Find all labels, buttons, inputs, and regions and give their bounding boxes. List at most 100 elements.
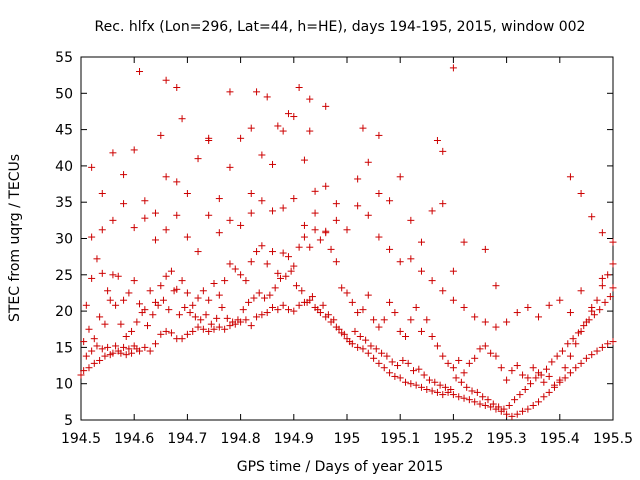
- data-point: [237, 271, 245, 279]
- data-point: [290, 307, 298, 315]
- data-point: [396, 327, 404, 335]
- data-point: [194, 294, 202, 302]
- data-point: [407, 380, 415, 388]
- data-point: [481, 318, 489, 326]
- data-point: [237, 221, 245, 229]
- data-point: [375, 233, 383, 241]
- data-point: [120, 343, 128, 351]
- data-point: [364, 158, 372, 166]
- data-point: [237, 134, 245, 142]
- data-point: [226, 322, 234, 330]
- data-point: [399, 356, 407, 364]
- data-point: [101, 352, 109, 360]
- data-point: [247, 124, 255, 132]
- data-point: [120, 171, 128, 179]
- data-point: [128, 349, 136, 357]
- y-tick-label: 50: [55, 86, 73, 102]
- data-point: [215, 291, 223, 299]
- data-point: [359, 124, 367, 132]
- data-point: [258, 197, 266, 205]
- data-point: [96, 356, 104, 364]
- data-point: [471, 398, 479, 406]
- data-point: [261, 294, 269, 302]
- data-point: [300, 221, 308, 229]
- data-point: [162, 226, 170, 234]
- data-point: [141, 214, 149, 222]
- data-point: [566, 173, 574, 181]
- data-point: [242, 277, 250, 285]
- data-point: [247, 189, 255, 197]
- data-point: [197, 316, 205, 324]
- data-point: [109, 349, 117, 357]
- data-point: [284, 306, 292, 314]
- data-point: [229, 318, 237, 326]
- data-point: [311, 187, 319, 195]
- data-point: [420, 371, 428, 379]
- data-point: [423, 316, 431, 324]
- data-point: [269, 248, 277, 256]
- data-point: [194, 155, 202, 163]
- data-point: [253, 248, 261, 256]
- data-point: [141, 306, 149, 314]
- data-point: [98, 269, 106, 277]
- data-point: [598, 274, 606, 282]
- data-point: [508, 367, 516, 375]
- data-point: [324, 311, 332, 319]
- data-point: [183, 330, 191, 338]
- data-point: [367, 342, 375, 350]
- data-point: [295, 83, 303, 91]
- data-point: [226, 163, 234, 171]
- data-point: [88, 163, 96, 171]
- data-point: [146, 287, 154, 295]
- data-point: [439, 391, 447, 399]
- data-point: [609, 238, 617, 246]
- data-point: [598, 282, 606, 290]
- data-point: [221, 325, 229, 333]
- data-point: [181, 303, 189, 311]
- data-point: [253, 88, 261, 96]
- data-point: [120, 200, 128, 208]
- data-point: [77, 371, 85, 379]
- data-point: [566, 369, 574, 377]
- data-point: [136, 347, 144, 355]
- data-point: [125, 289, 133, 297]
- data-point: [471, 313, 479, 321]
- data-point: [120, 296, 128, 304]
- data-point: [157, 131, 165, 139]
- data-point: [513, 362, 521, 370]
- x-tick-label: 195.2: [433, 431, 473, 447]
- data-point: [460, 394, 468, 402]
- data-point: [194, 323, 202, 331]
- data-point: [402, 378, 410, 386]
- data-point: [396, 173, 404, 181]
- y-axis-ticks: 5 10 15 20 25 30 35 40 45 50 55: [55, 50, 613, 429]
- data-point: [93, 342, 101, 350]
- data-point: [455, 356, 463, 364]
- data-point: [189, 327, 197, 335]
- data-point: [556, 376, 564, 384]
- data-point: [566, 309, 574, 317]
- data-point: [495, 403, 503, 411]
- data-point: [88, 347, 96, 355]
- data-point: [221, 277, 229, 285]
- data-point: [359, 345, 367, 353]
- data-point: [308, 293, 316, 301]
- data-point: [407, 255, 415, 263]
- data-point: [364, 291, 372, 299]
- data-point: [167, 267, 175, 275]
- data-point: [277, 274, 284, 282]
- data-point: [535, 369, 543, 377]
- data-point: [489, 400, 497, 408]
- data-point: [604, 340, 612, 348]
- chart-title: Rec. hlfx (Lon=296, Lat=44, h=HE), days …: [95, 19, 586, 35]
- x-tick-label: 194.7: [167, 431, 207, 447]
- data-point: [388, 358, 396, 366]
- data-point: [247, 258, 255, 266]
- data-point: [370, 354, 378, 362]
- data-point: [417, 383, 425, 391]
- data-point: [553, 352, 561, 360]
- data-point: [598, 229, 606, 237]
- data-point: [101, 320, 109, 328]
- data-point: [122, 351, 130, 359]
